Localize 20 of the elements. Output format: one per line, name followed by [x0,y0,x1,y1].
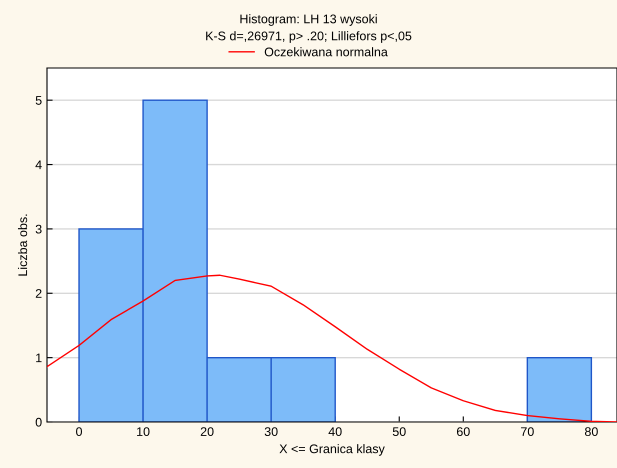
chart-subtitle: K-S d=,26971, p> .20; Lilliefors p<,05 [206,31,412,43]
x-tick-label: 10 [137,427,150,436]
x-tick-label: 30 [264,427,278,436]
y-axis-title: Liczba obs. [18,214,28,276]
y-tick-label: 5 [36,96,42,105]
y-tick-label: 3 [36,224,42,234]
y-tick-label: 0 [36,418,42,427]
y-tick-label: 1 [36,354,42,362]
x-tick-label: 80 [584,427,598,436]
y-tick-label: 2 [36,289,42,298]
x-tick-label: 50 [392,427,406,436]
x-tick-label: 40 [328,427,342,436]
x-tick-label: 70 [521,427,534,436]
x-axis-title: X <= Granica klasy [279,444,385,456]
chart-title: Histogram: LH 13 wysoki [240,14,377,26]
legend-label: Oczekiwana normalna [264,47,388,56]
x-tick-label: 0 [76,427,82,436]
x-tick-label: 60 [456,427,470,436]
y-tick-label: 4 [35,160,42,170]
x-tick-label: 20 [200,427,214,436]
